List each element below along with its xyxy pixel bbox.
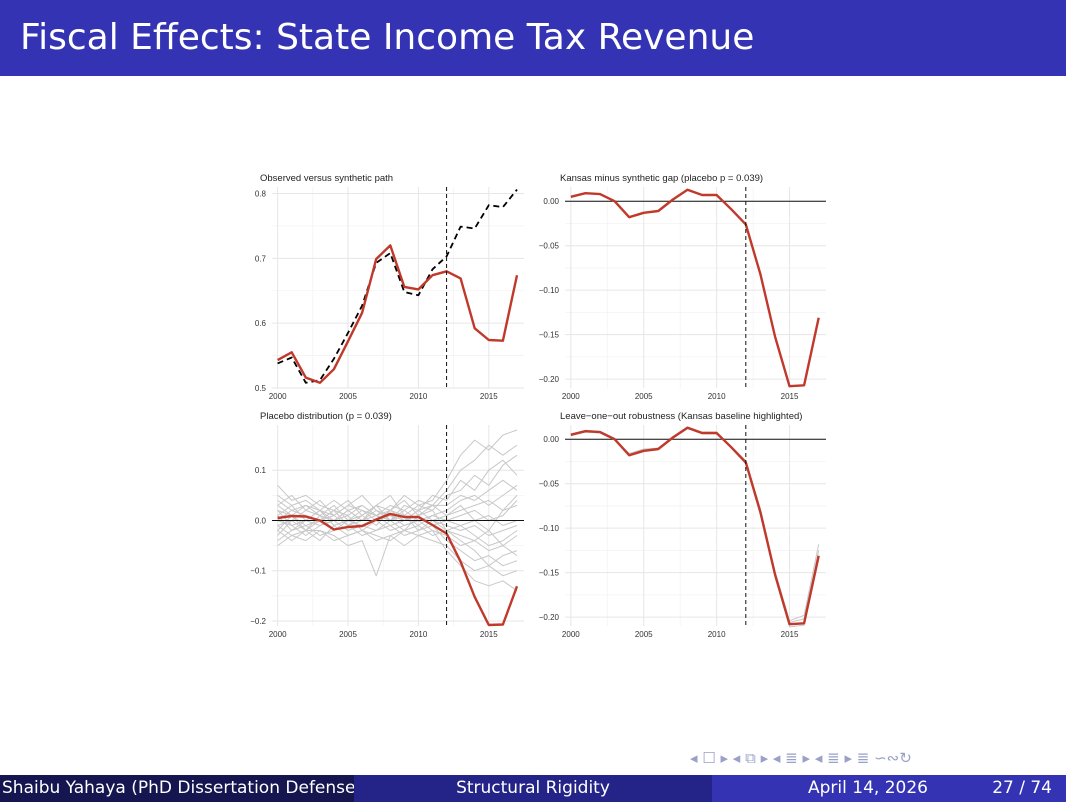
y-tick-label: −0.20 xyxy=(539,613,560,622)
placebo-series-line xyxy=(277,444,518,521)
kansas-series-line xyxy=(277,512,519,627)
placebo-series-line xyxy=(277,525,518,547)
x-tick-label: 2000 xyxy=(269,392,287,401)
x-tick-label: 2015 xyxy=(781,630,799,639)
x-tick-label: 2015 xyxy=(781,392,799,401)
y-tick-label: −0.15 xyxy=(539,331,560,340)
y-tick-label: −0.1 xyxy=(250,567,266,576)
y-tick-label: 0.8 xyxy=(255,189,267,198)
kansas-series-line xyxy=(277,244,519,384)
x-tick-label: 2015 xyxy=(480,392,498,401)
chart-panel-3: Placebo distribution (p = 0.039) 2000 2005… xyxy=(250,411,524,639)
y-tick-label: −0.20 xyxy=(539,375,560,384)
chart-title: Placebo distribution (p = 0.039) xyxy=(260,411,392,422)
x-tick-label: 2005 xyxy=(339,630,357,639)
title-bar: Fiscal Effects: State Income Tax Revenue xyxy=(0,0,1066,76)
chart-panel-4: Leave−one−out robustness (Kansas baselin… xyxy=(539,411,826,639)
nav-symbols[interactable]: ◂ ☐ ▸ ◂ ⧉ ▸ ◂ ≣ ▸ ◂ ≣ ▸ ≣ ∽∾↻ xyxy=(690,749,912,767)
kansas-series-line xyxy=(570,426,820,626)
placebo-series-line xyxy=(277,429,518,516)
chart-title: Observed versus synthetic path xyxy=(260,173,393,184)
placebo-series-line xyxy=(277,515,518,547)
placebo-series-line xyxy=(277,525,518,592)
y-tick-label: 0.00 xyxy=(543,197,559,206)
kansas-series-line xyxy=(570,188,820,388)
placebo-series-line xyxy=(277,515,518,531)
beamer-nav-controls[interactable]: ◂ ☐ ▸ ◂ ⧉ ▸ ◂ ≣ ▸ ◂ ≣ ▸ ≣ ∽∾↻ xyxy=(690,748,912,768)
y-tick-label: −0.10 xyxy=(539,286,560,295)
x-tick-label: 2010 xyxy=(410,630,428,639)
y-tick-label: 0.5 xyxy=(255,384,267,393)
x-tick-label: 2015 xyxy=(480,630,498,639)
y-tick-label: 0.00 xyxy=(543,435,559,444)
x-tick-label: 2005 xyxy=(635,392,653,401)
x-tick-label: 2005 xyxy=(635,630,653,639)
synthetic-series-line xyxy=(277,189,518,384)
chart-title: Leave−one−out robustness (Kansas baselin… xyxy=(560,411,802,422)
y-tick-label: −0.15 xyxy=(539,569,560,578)
chart-panel-1: Observed versus synthetic path 2000 2005 20… xyxy=(255,173,524,401)
x-tick-label: 2000 xyxy=(562,630,580,639)
y-tick-label: 0.0 xyxy=(255,516,267,525)
y-tick-label: −0.10 xyxy=(539,524,560,533)
placebo-series-line xyxy=(277,525,518,567)
chart-title: Kansas minus synthetic gap (placebo p = … xyxy=(560,173,763,184)
y-tick-label: −0.05 xyxy=(539,242,560,251)
footer-short-title: Structural Rigidity xyxy=(456,778,610,798)
y-tick-label: 0.6 xyxy=(255,319,267,328)
footer-page-number: 27 / 74 xyxy=(992,778,1052,798)
slide-title: Fiscal Effects: State Income Tax Revenue xyxy=(20,17,755,58)
placebo-series-line xyxy=(277,500,518,526)
footer-title-segment: Structural Rigidity xyxy=(354,775,712,802)
footer-author-segment: Shaibu Yahaya (PhD Dissertation Defense) xyxy=(0,775,362,802)
x-tick-label: 2010 xyxy=(708,392,726,401)
x-tick-label: 2000 xyxy=(269,630,287,639)
y-tick-label: −0.2 xyxy=(250,617,266,626)
footer-date: April 14, 2026 xyxy=(808,778,928,798)
placebo-series-line xyxy=(570,428,820,622)
footer-author: Shaibu Yahaya (PhD Dissertation Defense) xyxy=(2,778,363,798)
x-tick-label: 2005 xyxy=(339,392,357,401)
placebo-series-line xyxy=(277,504,518,567)
placebo-series-line xyxy=(277,530,518,577)
x-tick-label: 2010 xyxy=(708,630,726,639)
y-tick-label: 0.7 xyxy=(255,254,267,263)
placebo-series-line xyxy=(277,520,518,557)
footer-date-page-segment: April 14, 2026 27 / 74 xyxy=(712,775,1066,802)
y-tick-label: −0.05 xyxy=(539,480,560,489)
footer: Shaibu Yahaya (PhD Dissertation Defense)… xyxy=(0,775,1066,802)
y-tick-label: 0.1 xyxy=(255,466,267,475)
x-tick-label: 2010 xyxy=(410,392,428,401)
x-tick-label: 2000 xyxy=(562,392,580,401)
chart-panel-2: Kansas minus synthetic gap (placebo p = … xyxy=(539,173,826,401)
